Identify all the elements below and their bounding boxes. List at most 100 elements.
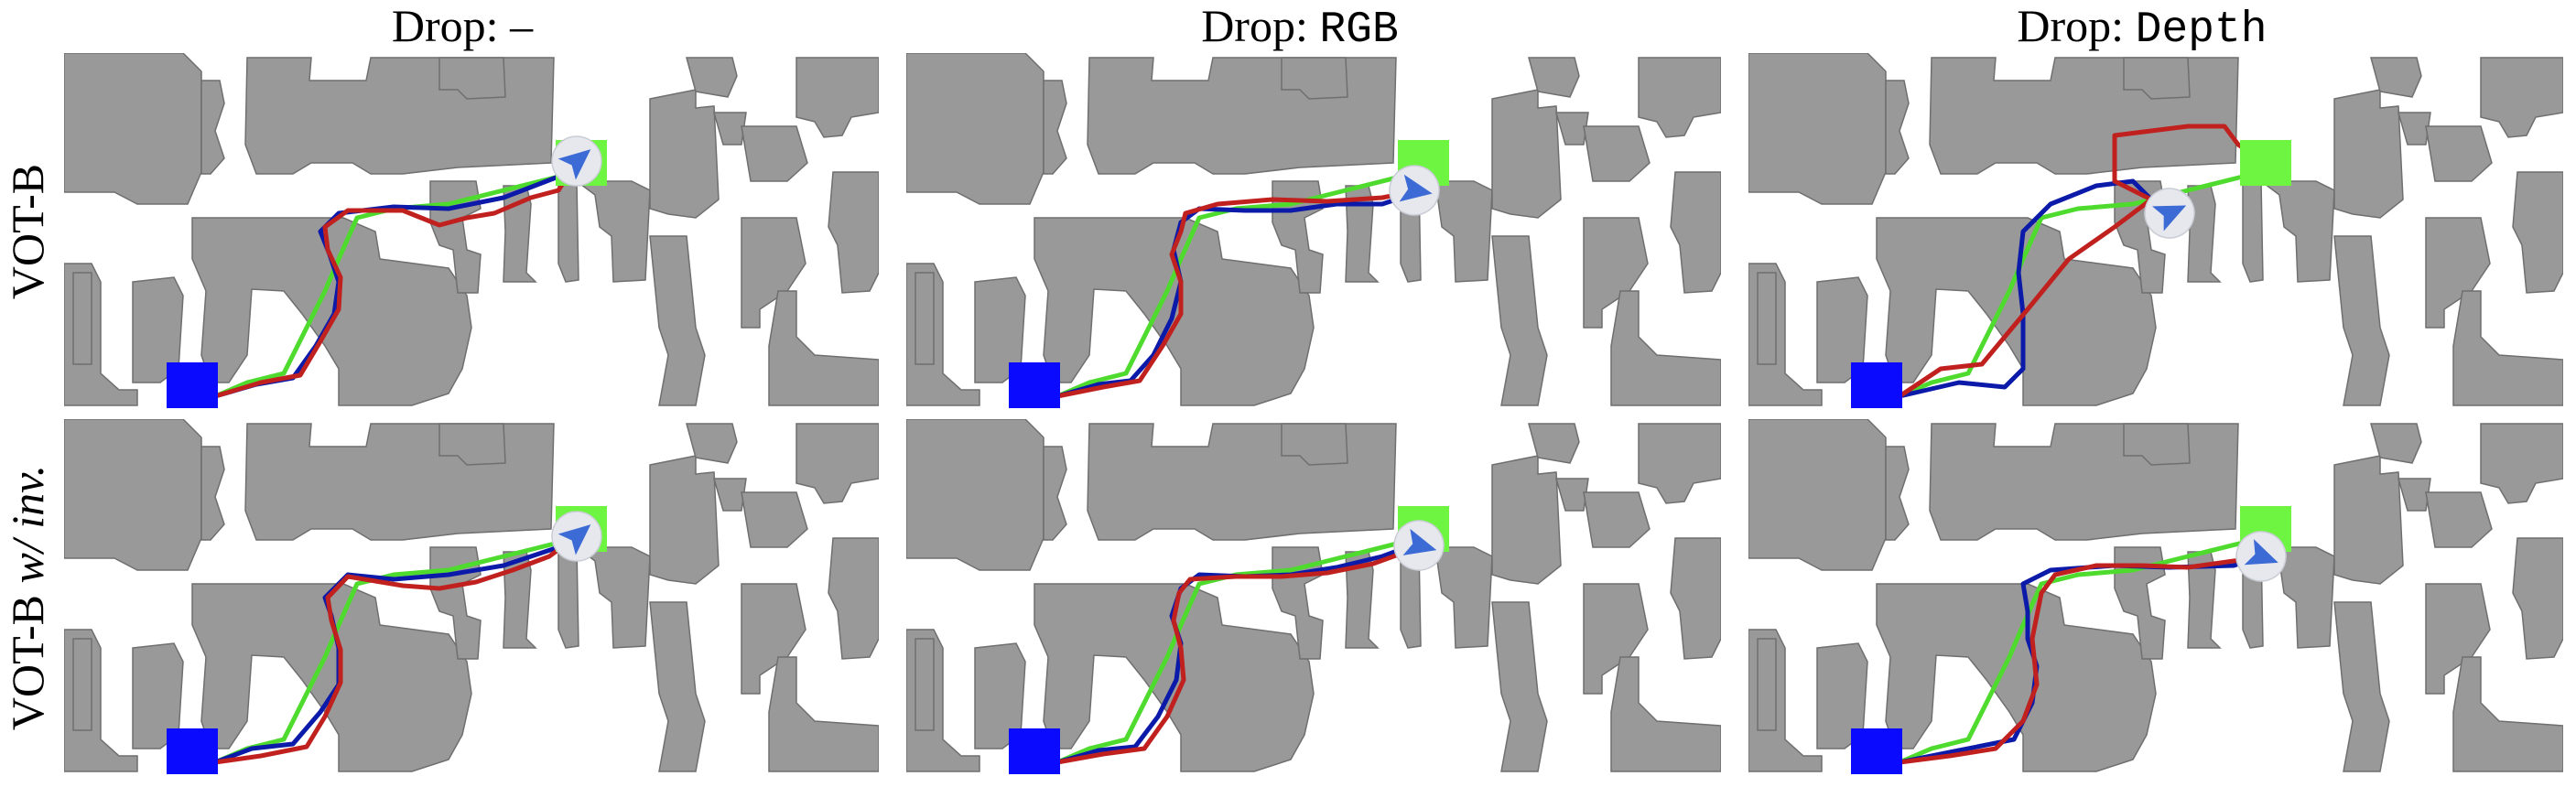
obstacle bbox=[64, 419, 202, 571]
obstacle bbox=[1087, 423, 1397, 541]
obstacle bbox=[741, 583, 806, 695]
obstacle bbox=[828, 537, 879, 660]
arrow-icon bbox=[557, 524, 591, 555]
shortest-path-line bbox=[1897, 526, 2268, 765]
obstacle bbox=[2425, 217, 2491, 329]
obstacle bbox=[2333, 235, 2390, 406]
column-title-prefix: Drop: bbox=[391, 0, 511, 51]
panel-r1-c2 bbox=[906, 53, 1721, 410]
obstacle bbox=[64, 53, 202, 205]
obstacle bbox=[713, 112, 747, 146]
obstacle bbox=[1638, 423, 1721, 504]
obstacle bbox=[1670, 537, 1721, 660]
arrow-icon bbox=[2244, 539, 2278, 566]
obstacle bbox=[2123, 57, 2191, 100]
obstacle bbox=[2333, 601, 2390, 772]
start-marker bbox=[167, 362, 218, 408]
obstacle bbox=[200, 446, 225, 541]
obstacle bbox=[557, 180, 579, 283]
obstacle bbox=[741, 491, 808, 548]
obstacle bbox=[2333, 455, 2404, 585]
obstacle bbox=[2114, 546, 2166, 660]
obstacle bbox=[72, 272, 92, 365]
obstacle bbox=[1281, 57, 1348, 100]
obstacle bbox=[557, 546, 579, 649]
column-title-value: RGB bbox=[1319, 5, 1399, 55]
obstacle bbox=[2187, 185, 2222, 283]
column-title-value: Depth bbox=[2135, 5, 2268, 55]
obstacle bbox=[1281, 423, 1348, 466]
shortest-path-line bbox=[1897, 160, 2268, 399]
obstacle bbox=[649, 455, 720, 585]
start-marker bbox=[167, 728, 218, 774]
row-label-2: VOT-B w/ inv. bbox=[0, 419, 55, 776]
obstacle bbox=[1748, 53, 1887, 205]
obstacle bbox=[2370, 57, 2422, 98]
panel-r2-c3 bbox=[1748, 419, 2563, 776]
obstacle bbox=[438, 423, 506, 466]
obstacle bbox=[1885, 446, 1910, 541]
obstacle bbox=[2480, 423, 2563, 504]
agent-icon bbox=[551, 511, 602, 562]
arrow-icon bbox=[1399, 174, 1433, 202]
obstacle bbox=[1929, 423, 2239, 541]
panel-r1-c1 bbox=[64, 53, 879, 410]
obstacle bbox=[1555, 478, 1589, 512]
obstacle bbox=[503, 551, 537, 649]
obstacle bbox=[1416, 546, 1493, 649]
agent-path-red bbox=[212, 534, 579, 765]
row-label-1: VOT-B bbox=[0, 53, 55, 410]
obstacle bbox=[2333, 89, 2404, 219]
panel-r2-c1 bbox=[64, 419, 879, 776]
panel-r2-c2 bbox=[906, 419, 1721, 776]
obstacle bbox=[2397, 478, 2431, 512]
obstacle bbox=[1087, 57, 1397, 175]
obstacle bbox=[2452, 290, 2563, 406]
obstacle bbox=[686, 57, 738, 98]
column-title-3: Drop: Depth bbox=[1735, 2, 2549, 54]
row-label-italic: w/ inv. bbox=[2, 464, 53, 584]
obstacle bbox=[741, 125, 808, 182]
obstacle bbox=[2397, 112, 2431, 146]
start-marker bbox=[1851, 728, 1902, 774]
obstacle bbox=[574, 180, 651, 283]
obstacle bbox=[906, 53, 1044, 205]
obstacle bbox=[1043, 446, 1067, 541]
panel-r1-c3 bbox=[1748, 53, 2563, 410]
obstacle bbox=[1491, 235, 1548, 406]
obstacle bbox=[649, 89, 720, 219]
obstacle bbox=[1528, 57, 1580, 98]
start-marker bbox=[1009, 362, 1060, 408]
obstacle bbox=[2425, 125, 2493, 182]
obstacle bbox=[768, 290, 879, 406]
arrow-icon bbox=[2151, 205, 2187, 232]
column-title-prefix: Drop: bbox=[1201, 0, 1320, 51]
agent-icon bbox=[2144, 188, 2195, 239]
map-svg bbox=[1748, 53, 2563, 410]
shortest-path-line bbox=[212, 160, 584, 399]
obstacle bbox=[1757, 638, 1777, 731]
obstacle bbox=[2512, 171, 2563, 294]
obstacle bbox=[686, 423, 738, 464]
obstacle bbox=[741, 217, 806, 329]
obstacle bbox=[2187, 551, 2222, 649]
obstacle bbox=[2242, 180, 2264, 283]
obstacle bbox=[2425, 583, 2491, 695]
obstacle bbox=[1610, 656, 1721, 772]
obstacle bbox=[2258, 180, 2335, 283]
obstacle bbox=[1583, 583, 1649, 695]
obstacle bbox=[796, 57, 879, 138]
obstacle bbox=[244, 57, 555, 175]
obstacle bbox=[2480, 57, 2563, 138]
obstacle bbox=[1491, 89, 1562, 219]
obstacle bbox=[915, 272, 935, 365]
start-marker bbox=[1009, 728, 1060, 774]
map-svg bbox=[1748, 419, 2563, 776]
obstacle bbox=[1670, 171, 1721, 294]
map-svg bbox=[906, 419, 1721, 776]
obstacle bbox=[1885, 80, 1910, 175]
obstacle bbox=[2370, 423, 2422, 464]
obstacle bbox=[768, 656, 879, 772]
shortest-path-line bbox=[1055, 526, 1426, 765]
agent-path-red bbox=[1055, 544, 1422, 765]
